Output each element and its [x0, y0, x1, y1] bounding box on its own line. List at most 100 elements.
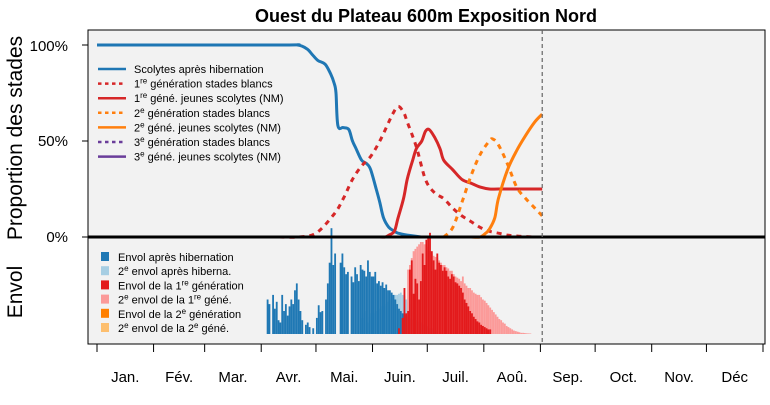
- flight-bar: [288, 306, 291, 334]
- y-tick-0: 0%: [46, 229, 68, 246]
- flight-bar: [410, 260, 413, 334]
- flight-bar: [441, 270, 444, 334]
- x-tick-label: Juil.: [442, 369, 469, 386]
- flight-bar: [357, 281, 360, 334]
- x-tick-label: Avr.: [276, 369, 302, 386]
- flight-bar: [359, 265, 362, 334]
- flight-bar: [472, 316, 475, 334]
- series-line-3: [370, 127, 543, 239]
- flight-bar: [385, 284, 388, 334]
- flight-bar: [297, 299, 300, 334]
- legend-text: 2e génération stades blancs: [134, 105, 270, 120]
- flight-bar: [483, 327, 486, 334]
- flight-bar: [429, 232, 431, 334]
- flight-bar: [423, 265, 426, 334]
- legend-text: 3e génération stades blancs: [134, 135, 270, 150]
- flight-bar: [483, 300, 486, 334]
- flight-bar: [523, 333, 526, 334]
- flight-bar: [277, 320, 280, 334]
- flight-bar: [461, 292, 464, 334]
- flight-bars: [266, 228, 532, 334]
- flight-bar: [299, 311, 302, 334]
- flight-bar: [494, 314, 497, 334]
- flight-bar: [365, 276, 368, 334]
- flight-bar: [350, 276, 353, 334]
- flight-bar: [525, 333, 528, 334]
- flight-bar: [388, 290, 391, 334]
- flight-bar: [381, 282, 384, 334]
- x-tick-label: Aoû.: [497, 369, 528, 386]
- flight-bar: [279, 322, 282, 334]
- flight-bar: [273, 308, 276, 334]
- flight-bar: [317, 305, 320, 334]
- flight-bar: [268, 304, 271, 334]
- flight-bar: [330, 228, 333, 334]
- flight-bar: [447, 276, 450, 334]
- flight-bar: [436, 253, 439, 334]
- flight-bar: [467, 306, 470, 334]
- flight-bar: [476, 294, 479, 334]
- flight-bar: [412, 251, 415, 334]
- flight-bar: [345, 274, 347, 334]
- flight-bar: [463, 299, 466, 334]
- flight-bar: [489, 329, 492, 334]
- flight-bar: [509, 328, 512, 334]
- flight-bar: [379, 285, 382, 334]
- flight-bar: [294, 290, 296, 334]
- y-axis-label-proportion: Proportion des stades: [4, 36, 27, 240]
- flight-bar: [418, 299, 420, 334]
- flight-bar: [472, 292, 475, 334]
- flight-bar: [284, 304, 287, 334]
- x-tick-label: Jan.: [111, 369, 139, 386]
- flight-bar: [425, 239, 428, 334]
- x-tick-label: Sep.: [552, 369, 583, 386]
- flight-bar: [476, 321, 479, 334]
- flight-bar: [405, 313, 408, 334]
- flight-bar: [396, 304, 399, 334]
- flight-bar: [487, 329, 490, 334]
- flight-bar: [503, 323, 506, 334]
- series-line-1: [97, 43, 422, 239]
- flight-bar: [485, 328, 488, 334]
- flight-bar: [430, 251, 433, 334]
- flight-bar: [454, 282, 457, 334]
- flight-bar: [305, 324, 307, 334]
- flight-bar: [407, 311, 410, 334]
- flight-bar: [478, 322, 481, 334]
- flight-bar: [370, 276, 373, 334]
- flight-bar: [432, 260, 435, 334]
- flight-bar: [356, 274, 358, 334]
- legend-swatch: [101, 266, 109, 276]
- flight-bar: [471, 313, 473, 334]
- flight-bar: [527, 333, 530, 334]
- flight-bar: [522, 332, 524, 334]
- flight-bar: [354, 267, 357, 334]
- flight-bar: [312, 328, 315, 334]
- flight-bar: [418, 244, 420, 334]
- y-tick-100: 100%: [30, 38, 68, 55]
- legend-swatch: [101, 280, 109, 290]
- flight-bar: [434, 269, 437, 334]
- flight-bar: [308, 327, 311, 334]
- flight-bar: [403, 288, 406, 334]
- flight-bar: [407, 269, 410, 334]
- flight-bar: [290, 299, 293, 334]
- flight-bar: [449, 278, 451, 334]
- flight-bar: [478, 294, 481, 334]
- x-tick-label: Juin.: [384, 369, 416, 386]
- flight-bar: [482, 299, 484, 334]
- flight-bar: [377, 281, 380, 334]
- flight-bar: [507, 327, 510, 334]
- x-tick-label: Déc: [721, 369, 748, 386]
- flight-bar: [275, 301, 278, 334]
- legend-text: 1re géné. jeunes scolytes (NM): [134, 91, 284, 106]
- legend-text: 2e envol de la 1re géné.: [118, 292, 232, 307]
- legend-text: Scolytes après hibernation: [134, 64, 264, 76]
- flight-bar: [427, 237, 430, 334]
- flight-bar: [401, 317, 404, 334]
- flight-bar: [266, 299, 269, 334]
- chart-title: Ouest du Plateau 600m Exposition Nord: [255, 6, 597, 26]
- x-tick-label: Nov.: [664, 369, 694, 386]
- flight-bar: [498, 319, 501, 334]
